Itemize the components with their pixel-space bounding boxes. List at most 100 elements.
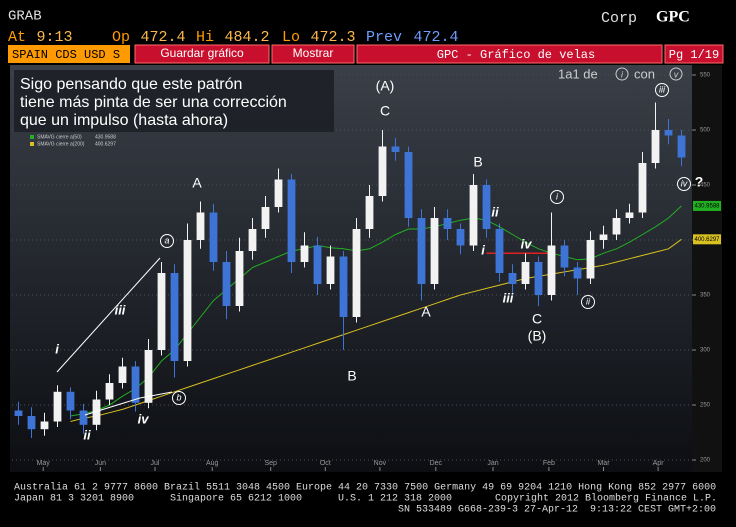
- candle-body: [560, 245, 569, 268]
- x-tick-label: Dec: [430, 460, 443, 467]
- wave-label: iv: [138, 411, 150, 426]
- x-tick-label: Jun: [95, 460, 106, 467]
- x-tick-label: Nov: [374, 460, 387, 467]
- candle-body: [144, 350, 153, 403]
- candle-body: [66, 391, 75, 411]
- candle-body: [118, 366, 127, 383]
- quote-value: 472.4: [141, 29, 186, 46]
- wave-label: ii: [586, 296, 591, 306]
- circle-marker: [550, 190, 564, 204]
- footer-line: SN 533489 G668-239-3 27-Apr-12 9:13:22 C…: [398, 505, 716, 516]
- last-value-tag: [693, 200, 721, 211]
- candle-body: [261, 207, 270, 229]
- circle-marker: [615, 67, 629, 81]
- candle-body: [612, 218, 621, 235]
- last-value-tag: [693, 234, 721, 245]
- footer: Australia 61 2 9777 8600 Brazil 5511 304…: [14, 482, 717, 516]
- candle-body: [469, 185, 478, 246]
- button-label: Mostrar: [293, 46, 334, 60]
- candle-body: [586, 240, 595, 279]
- candle-body: [573, 267, 582, 279]
- candle-body: [326, 256, 335, 284]
- wave-label: i: [481, 242, 485, 257]
- legend-value: 400.6297: [95, 141, 116, 147]
- candle-body: [638, 163, 647, 213]
- x-tick-label: Sep: [264, 460, 277, 467]
- show-button[interactable]: [271, 44, 355, 64]
- wave-label: iv: [681, 178, 688, 188]
- legend: SMAVG cierre a(50) 430.9588 SMAVG cierre a…: [30, 134, 116, 147]
- circle-marker: [669, 67, 683, 81]
- candle-body: [365, 196, 374, 229]
- wave-label: C: [532, 311, 542, 327]
- plot: 200250300350400450500550MayJunJulAugSepO…: [12, 73, 721, 471]
- footer-line: Australia 61 2 9777 8600 Brazil 5511 304…: [14, 482, 716, 494]
- candle-body: [625, 212, 634, 218]
- market-sector: Corp: [601, 10, 637, 27]
- circle-marker: [677, 177, 691, 191]
- candle-body: [391, 146, 400, 152]
- quote-label: Prev: [366, 29, 402, 46]
- candle-body: [521, 262, 530, 284]
- circle-marker: [172, 391, 186, 405]
- candle-body: [404, 152, 413, 218]
- quote-label: Lo: [282, 29, 300, 46]
- candle-body: [196, 212, 205, 240]
- wave-label: (A): [376, 78, 395, 94]
- function-code: GRAB: [8, 9, 42, 25]
- y-tick-label: 200: [700, 458, 711, 464]
- candle-body: [170, 273, 179, 361]
- trend-line: [139, 391, 173, 399]
- page-indicator[interactable]: [664, 44, 724, 64]
- wave-label: B: [347, 368, 356, 384]
- y-tick-label: 550: [700, 73, 711, 79]
- legend-swatch: [30, 142, 34, 146]
- candle-body: [40, 421, 49, 430]
- wave-label: iii: [659, 84, 666, 94]
- range-note-text: i: [621, 69, 624, 79]
- x-tick-label: Feb: [543, 460, 555, 467]
- security-field[interactable]: [8, 45, 130, 63]
- quote-label: Hi: [196, 29, 214, 46]
- x-tick-label: May: [37, 460, 51, 467]
- save-button[interactable]: [134, 44, 270, 64]
- ticker: GPC: [656, 9, 690, 26]
- quote-value: 472.3: [311, 29, 356, 46]
- legend-label: SMAVG cierre a(50): [37, 134, 82, 140]
- comment-line: tiene más pinta de ser una corrección: [20, 94, 287, 111]
- candle-body: [456, 229, 465, 246]
- candle-body: [131, 366, 140, 403]
- candle-body: [482, 185, 491, 229]
- button-label: Guardar gráfico: [160, 46, 244, 60]
- range-note-text: 1a1 de: [558, 66, 598, 81]
- y-tick-label: 350: [700, 293, 711, 299]
- circle-marker: [160, 234, 174, 248]
- wave-label: iv: [521, 236, 533, 251]
- wave-label: A: [192, 175, 202, 191]
- candle-body: [534, 262, 543, 295]
- wave-label: b: [176, 392, 181, 402]
- wave-label: iii: [115, 302, 126, 317]
- legend-swatch: [30, 135, 34, 139]
- footer-item: Copyright 2012 Bloomberg Finance L.P.: [495, 493, 717, 505]
- candle-body: [235, 251, 244, 306]
- last-value: 430.9588: [694, 204, 720, 210]
- range-note: 1a1 de i con v: [558, 66, 683, 81]
- wave-label: C: [380, 103, 390, 119]
- candle-body: [53, 391, 62, 422]
- candle-body: [105, 383, 114, 400]
- candle-body: [378, 146, 387, 196]
- quote-label: At: [8, 29, 26, 46]
- quote-value: 484.2: [225, 29, 270, 46]
- wave-label: A: [421, 304, 431, 320]
- circle-marker: [581, 295, 595, 309]
- y-tick-label: 300: [700, 348, 711, 354]
- wave-label: iii: [503, 290, 514, 305]
- x-tick-label: Jul: [151, 460, 160, 467]
- wave-label: i: [556, 191, 559, 201]
- footer-item: U.S. 1 212 318 2000: [338, 494, 452, 505]
- wave-label: a: [164, 235, 169, 245]
